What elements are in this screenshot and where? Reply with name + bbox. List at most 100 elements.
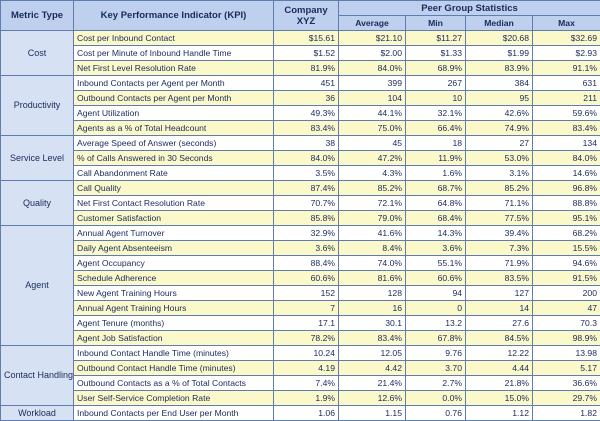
max-value-cell: 15.5% <box>533 241 600 256</box>
company-value-cell: 60.6% <box>274 271 339 286</box>
median-value-cell: 4.44 <box>466 361 533 376</box>
max-value-cell: 68.2% <box>533 226 600 241</box>
kpi-header: Key Performance Indicator (KPI) <box>74 1 274 31</box>
min-value-cell: 1.6% <box>406 166 466 181</box>
median-header: Median <box>466 16 533 31</box>
median-value-cell: 83.9% <box>466 61 533 76</box>
kpi-name-cell: Inbound Contacts per End User per Month <box>74 406 274 421</box>
max-value-cell: 91.5% <box>533 271 600 286</box>
median-value-cell: 83.5% <box>466 271 533 286</box>
kpi-name-cell: User Self-Service Completion Rate <box>74 391 274 406</box>
metric-type-cell: Cost <box>1 31 74 76</box>
average-value-cell: 104 <box>339 91 406 106</box>
average-value-cell: 16 <box>339 301 406 316</box>
max-header: Max <box>533 16 600 31</box>
min-value-cell: 13.2 <box>406 316 466 331</box>
median-value-cell: 77.5% <box>466 211 533 226</box>
median-value-cell: 27.6 <box>466 316 533 331</box>
median-value-cell: 127 <box>466 286 533 301</box>
company-value-cell: 38 <box>274 136 339 151</box>
table-row: Outbound Contacts as a % of Total Contac… <box>1 376 600 391</box>
average-value-cell: 75.0% <box>339 121 406 136</box>
average-value-cell: 83.4% <box>339 331 406 346</box>
min-value-cell: 10 <box>406 91 466 106</box>
average-value-cell: $2.00 <box>339 46 406 61</box>
max-value-cell: 13.98 <box>533 346 600 361</box>
average-value-cell: 79.0% <box>339 211 406 226</box>
median-value-cell: 42.6% <box>466 106 533 121</box>
company-value-cell: 85.8% <box>274 211 339 226</box>
company-value-cell: 49.3% <box>274 106 339 121</box>
company-value-cell: 70.7% <box>274 196 339 211</box>
min-value-cell: 3.70 <box>406 361 466 376</box>
min-value-cell: $11.27 <box>406 31 466 46</box>
metric-type-cell: Contact Handling <box>1 346 74 406</box>
kpi-name-cell: New Agent Training Hours <box>74 286 274 301</box>
max-value-cell: 70.3 <box>533 316 600 331</box>
max-value-cell: 98.9% <box>533 331 600 346</box>
max-value-cell: 94.6% <box>533 256 600 271</box>
median-value-cell: 39.4% <box>466 226 533 241</box>
median-value-cell: 3.1% <box>466 166 533 181</box>
kpi-name-cell: Net First Level Resolution Rate <box>74 61 274 76</box>
average-value-cell: 74.0% <box>339 256 406 271</box>
max-value-cell: 211 <box>533 91 600 106</box>
median-value-cell: 53.0% <box>466 151 533 166</box>
min-value-cell: 0.76 <box>406 406 466 421</box>
metric-type-cell: Workload <box>1 406 74 421</box>
median-value-cell: 15.0% <box>466 391 533 406</box>
company-value-cell: 10.24 <box>274 346 339 361</box>
average-value-cell: 4.3% <box>339 166 406 181</box>
kpi-name-cell: Average Speed of Answer (seconds) <box>74 136 274 151</box>
median-value-cell: 74.9% <box>466 121 533 136</box>
kpi-name-cell: Call Abandonment Rate <box>74 166 274 181</box>
median-value-cell: 384 <box>466 76 533 91</box>
min-header: Min <box>406 16 466 31</box>
kpi-name-cell: Agent Occupancy <box>74 256 274 271</box>
average-value-cell: 45 <box>339 136 406 151</box>
kpi-name-cell: Annual Agent Turnover <box>74 226 274 241</box>
max-value-cell: 96.8% <box>533 181 600 196</box>
kpi-name-cell: Daily Agent Absenteeism <box>74 241 274 256</box>
kpi-name-cell: % of Calls Answered in 30 Seconds <box>74 151 274 166</box>
metric-type-cell: Agent <box>1 226 74 346</box>
company-value-cell: 152 <box>274 286 339 301</box>
kpi-name-cell: Inbound Contacts per Agent per Month <box>74 76 274 91</box>
max-value-cell: 14.6% <box>533 166 600 181</box>
average-value-cell: $21.10 <box>339 31 406 46</box>
min-value-cell: 60.6% <box>406 271 466 286</box>
min-value-cell: 267 <box>406 76 466 91</box>
kpi-name-cell: Cost per Inbound Contact <box>74 31 274 46</box>
average-value-cell: 85.2% <box>339 181 406 196</box>
max-value-cell: 5.17 <box>533 361 600 376</box>
median-value-cell: 85.2% <box>466 181 533 196</box>
min-value-cell: 67.8% <box>406 331 466 346</box>
min-value-cell: 68.7% <box>406 181 466 196</box>
kpi-name-cell: Outbound Contacts as a % of Total Contac… <box>74 376 274 391</box>
median-value-cell: 71.9% <box>466 256 533 271</box>
company-value-cell: 1.06 <box>274 406 339 421</box>
company-value-cell: 7.4% <box>274 376 339 391</box>
median-value-cell: $20.68 <box>466 31 533 46</box>
metric-type-cell: Quality <box>1 181 74 226</box>
median-value-cell: 95 <box>466 91 533 106</box>
kpi-name-cell: Agent Utilization <box>74 106 274 121</box>
average-value-cell: 84.0% <box>339 61 406 76</box>
average-value-cell: 12.05 <box>339 346 406 361</box>
company-value-cell: 81.9% <box>274 61 339 76</box>
max-value-cell: 91.1% <box>533 61 600 76</box>
